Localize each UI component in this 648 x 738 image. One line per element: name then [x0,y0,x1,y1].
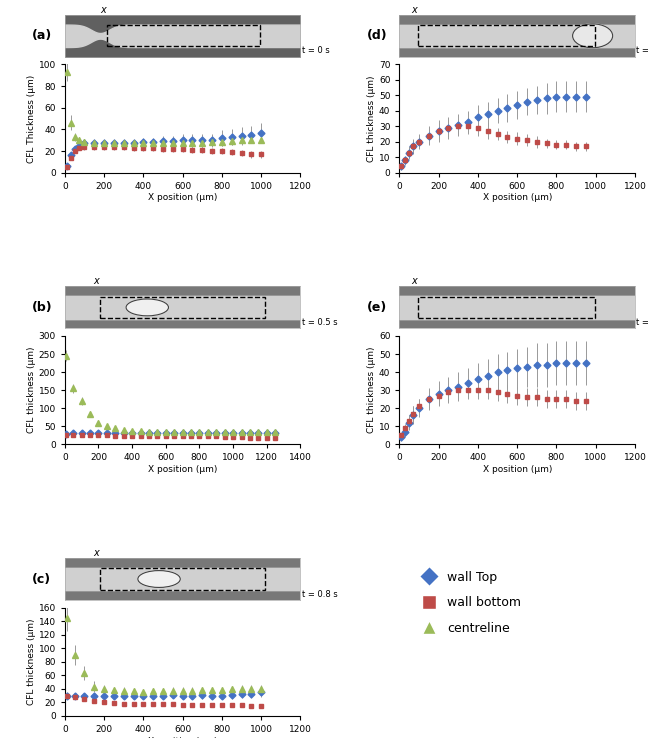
Bar [399,296,635,319]
Legend: wall Top, wall bottom, centreline: wall Top, wall bottom, centreline [411,566,526,640]
Ellipse shape [138,570,180,587]
Y-axis label: CFL thickness (μm): CFL thickness (μm) [27,347,36,433]
Bar [107,25,260,46]
X-axis label: X position (μm): X position (μm) [483,465,552,474]
Bar [418,297,595,318]
Bar [418,25,595,46]
Bar [100,297,265,318]
Bar [100,568,265,590]
Text: (a): (a) [32,30,52,42]
Text: t = 0.8 s: t = 0.8 s [301,590,338,599]
Y-axis label: CFL thickness (μm): CFL thickness (μm) [367,75,376,162]
Bar [65,15,301,24]
Text: x: x [100,5,106,15]
Text: x: x [93,277,99,286]
Text: x: x [93,548,99,558]
Text: (e): (e) [366,301,387,314]
Text: (c): (c) [32,573,51,585]
Bar [65,590,301,600]
Text: t = 3.2 s: t = 3.2 s [636,318,648,327]
X-axis label: X position (μm): X position (μm) [483,193,552,202]
Bar [65,24,301,47]
Bar [399,24,635,47]
Bar [65,558,301,568]
Y-axis label: CFL Thickness (μm): CFL Thickness (μm) [27,75,36,162]
Bar [65,568,301,590]
Text: t = 1.4 s: t = 1.4 s [636,46,648,55]
Bar [399,47,635,57]
Y-axis label: CFL thickness (μm): CFL thickness (μm) [367,347,376,433]
Bar [399,15,635,24]
Bar [65,296,301,319]
Bar [65,296,301,319]
Bar [399,296,635,319]
X-axis label: X position (μm): X position (μm) [148,193,217,202]
Text: x: x [411,5,417,15]
Text: t = 0 s: t = 0 s [301,46,329,55]
Bar [399,24,635,47]
Text: t = 0.5 s: t = 0.5 s [301,318,337,327]
X-axis label: X position (μm): X position (μm) [148,737,217,738]
Circle shape [573,24,612,48]
Bar [399,286,635,296]
Text: (b): (b) [32,301,52,314]
Bar [65,286,301,296]
Y-axis label: CFL thickness (μm): CFL thickness (μm) [27,618,36,705]
Text: (d): (d) [366,30,387,42]
Ellipse shape [126,299,168,316]
Bar [65,568,301,590]
Bar [65,47,301,57]
X-axis label: X position (μm): X position (μm) [148,465,217,474]
Bar [65,319,301,328]
Text: x: x [411,277,417,286]
Bar [399,319,635,328]
